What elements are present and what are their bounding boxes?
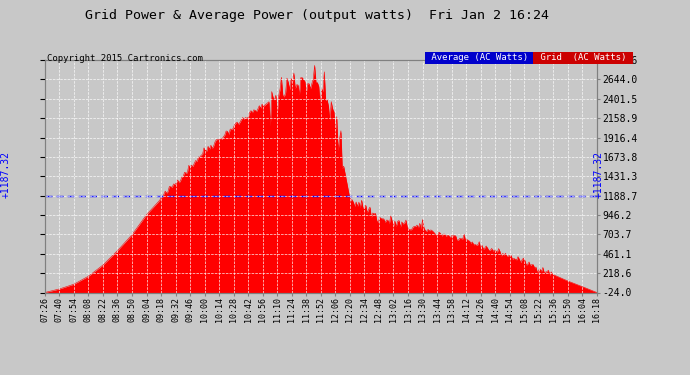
Text: Grid  (AC Watts): Grid (AC Watts)	[535, 53, 631, 62]
Text: Copyright 2015 Cartronics.com: Copyright 2015 Cartronics.com	[47, 54, 203, 63]
Text: +1187.32: +1187.32	[594, 151, 604, 198]
Text: Average (AC Watts): Average (AC Watts)	[426, 53, 534, 62]
Text: Grid Power & Average Power (output watts)  Fri Jan 2 16:24: Grid Power & Average Power (output watts…	[86, 9, 549, 22]
Text: +1187.32: +1187.32	[1, 151, 10, 198]
